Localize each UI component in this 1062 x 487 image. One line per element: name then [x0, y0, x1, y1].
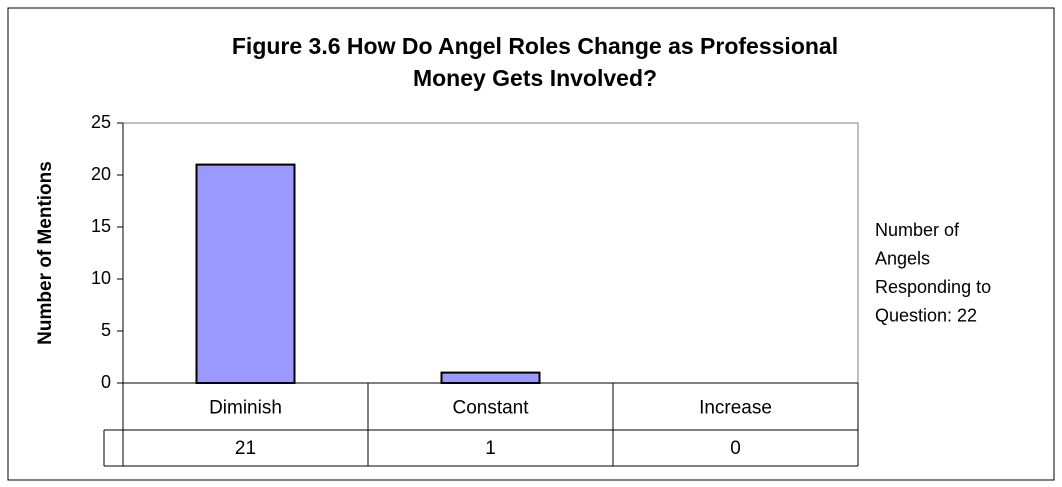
bar: [195, 163, 296, 384]
annotation: Number of: [875, 220, 960, 240]
y-tick-label: 0: [101, 372, 111, 392]
y-tick-label: 25: [91, 112, 111, 132]
y-tick-label: 15: [91, 216, 111, 236]
annotation: Question: 22: [875, 305, 977, 325]
bar: [440, 371, 541, 385]
x-tick-label: Diminish: [209, 398, 282, 419]
annotation: Angels: [875, 248, 930, 268]
x-tick-label: Increase: [699, 398, 772, 419]
chart-title: Money Gets Involved?: [413, 65, 657, 91]
chart-title: Figure 3.6 How Do Angel Roles Change as …: [232, 33, 838, 59]
table-value: 0: [730, 438, 741, 459]
y-tick-label: 20: [91, 164, 111, 184]
y-tick-label: 10: [91, 268, 111, 288]
annotation: Responding to: [875, 277, 991, 297]
table-value: 21: [235, 438, 256, 459]
y-tick-label: 5: [101, 320, 111, 340]
chart-border: [7, 7, 1055, 481]
y-axis-label: Number of Mentions: [35, 161, 56, 345]
x-tick-label: Constant: [452, 398, 529, 419]
table-value: 1: [485, 438, 496, 459]
